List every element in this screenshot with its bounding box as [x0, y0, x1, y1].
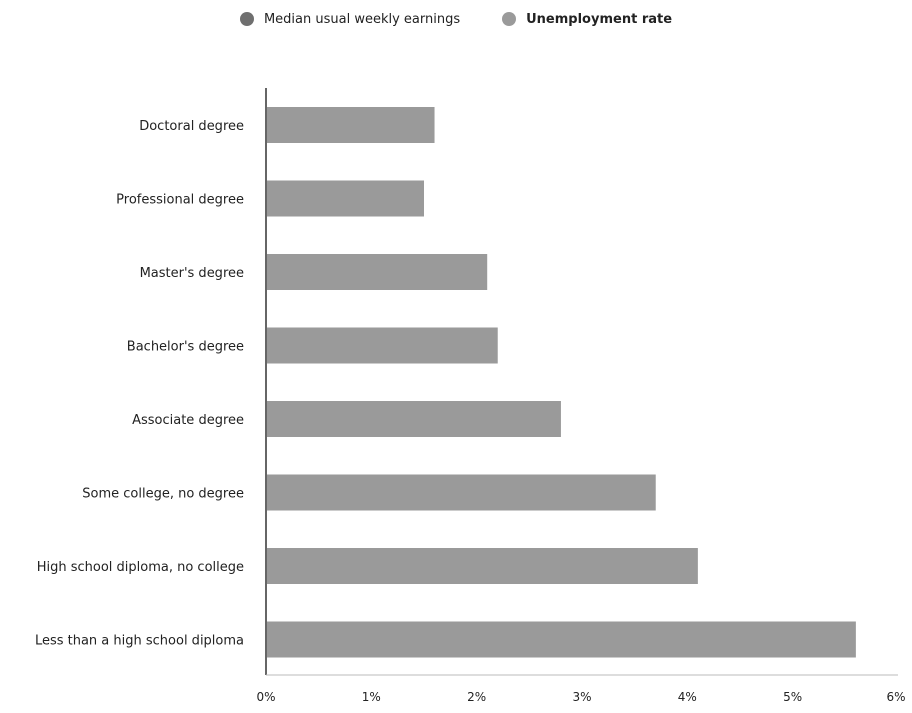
category-label-3: Bachelor's degree	[127, 340, 244, 355]
x-tick-label-1: 1%	[362, 690, 381, 704]
legend-item-earnings: Median usual weekly earnings	[239, 11, 461, 27]
chart-legend: Median usual weekly earnings Unemploymen…	[0, 6, 912, 32]
category-label-6: High school diploma, no college	[37, 560, 244, 575]
category-label-5: Some college, no degree	[82, 487, 244, 502]
x-tick-label-2: 2%	[467, 690, 486, 704]
legend-item-unemployment: Unemployment rate	[502, 12, 672, 27]
category-label-2: Master's degree	[140, 266, 244, 281]
category-label-4: Associate degree	[132, 413, 244, 428]
bar-5	[267, 474, 656, 511]
legend-label-unemployment: Unemployment rate	[526, 11, 673, 27]
category-label-7: Less than a high school diploma	[35, 634, 244, 649]
bar-3	[267, 327, 498, 364]
bar-2	[267, 254, 488, 290]
x-tick-label-3: 3%	[572, 690, 591, 704]
category-label-0: Doctoral degree	[139, 119, 244, 134]
bar-0	[267, 107, 435, 143]
x-tick-label-5: 5%	[783, 690, 802, 704]
legend-label-earnings: Median usual weekly earnings	[263, 11, 461, 27]
x-tick-label-0: 0%	[256, 690, 275, 704]
bar-7	[267, 621, 856, 658]
bar-1	[267, 180, 424, 217]
bar-4	[267, 401, 561, 437]
x-tick-label-6: 6%	[886, 690, 905, 704]
x-tick-label-4: 4%	[678, 690, 697, 704]
legend-swatch-unemployment-icon	[502, 12, 517, 26]
bar-6	[267, 548, 698, 584]
category-label-1: Professional degree	[116, 193, 244, 208]
legend-swatch-earnings-icon	[239, 12, 254, 26]
